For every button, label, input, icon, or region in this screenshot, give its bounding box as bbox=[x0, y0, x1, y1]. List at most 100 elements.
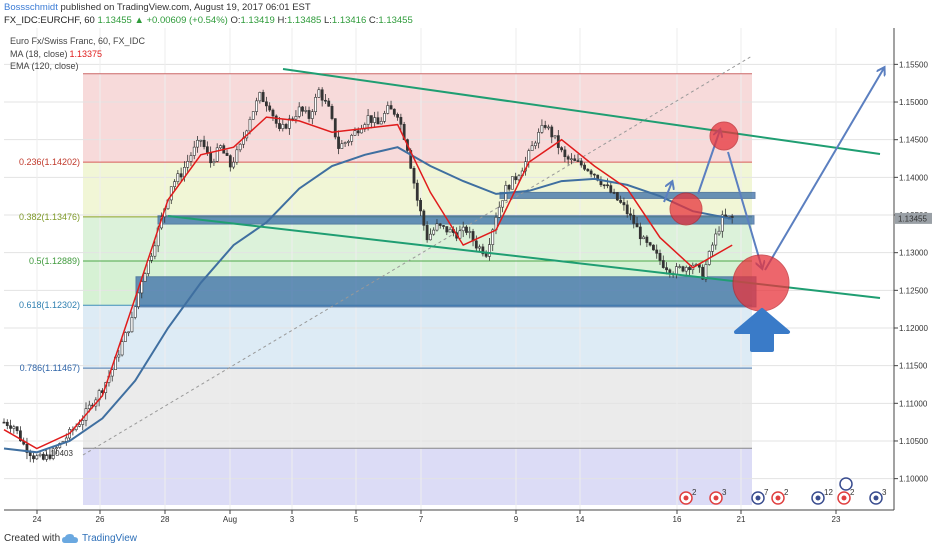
candle-body bbox=[629, 213, 632, 216]
event-badge[interactable]: 12 bbox=[811, 488, 833, 505]
target-circle-2 bbox=[709, 121, 739, 151]
candle-body bbox=[179, 173, 183, 178]
candle-body bbox=[35, 455, 39, 460]
forecast-drawings bbox=[663, 68, 884, 352]
high-label: H: bbox=[277, 15, 287, 26]
candle-body bbox=[15, 426, 19, 432]
x-tick-label: 28 bbox=[161, 515, 170, 524]
candle-body bbox=[612, 192, 616, 194]
candle-body bbox=[274, 115, 278, 124]
x-axis: 24 26 28 Aug 3 5 7 9 14 16 21 23 bbox=[33, 510, 841, 524]
publish-line: Bossschmidt published on TradingView.com… bbox=[4, 1, 311, 14]
candle-body bbox=[540, 125, 544, 133]
candle-body bbox=[48, 454, 52, 459]
candle-body bbox=[720, 214, 724, 232]
x-tick-label: 16 bbox=[673, 515, 682, 524]
target-circle-3 bbox=[732, 254, 790, 312]
candle-body bbox=[369, 115, 373, 123]
event-badges[interactable]: 2 3 7 2 12 2 3 bbox=[679, 477, 887, 505]
candle-body bbox=[619, 199, 623, 203]
event-badge-count: 3 bbox=[722, 488, 727, 497]
event-badge-icon bbox=[839, 477, 853, 491]
candle-body bbox=[615, 192, 619, 201]
candle-body bbox=[212, 161, 216, 164]
candle-body bbox=[468, 231, 472, 233]
fib-level-label: 0.786(1.11467) bbox=[20, 363, 80, 373]
candle-body bbox=[704, 264, 708, 280]
candle-body bbox=[317, 89, 321, 98]
candle-body bbox=[340, 143, 344, 149]
candle-body bbox=[176, 173, 180, 182]
y-tick-label: 1.14500 bbox=[899, 136, 928, 145]
event-badge[interactable]: 3 bbox=[869, 488, 887, 505]
fib-level-label: 0.5(1.12889) bbox=[29, 256, 80, 266]
candle-body bbox=[652, 244, 655, 251]
candle-body bbox=[491, 229, 495, 245]
y-tick-label: 1.15000 bbox=[899, 98, 928, 107]
y-tick-label: 1.14000 bbox=[899, 173, 928, 182]
event-badge[interactable]: 3 bbox=[709, 488, 727, 505]
tradingview-brand[interactable]: TradingView bbox=[62, 528, 137, 550]
candle-body bbox=[507, 185, 511, 190]
candle-body bbox=[645, 236, 649, 243]
event-badge-count: 2 bbox=[784, 488, 789, 497]
candle-body bbox=[137, 292, 140, 308]
candle-body bbox=[458, 230, 462, 239]
price-chart[interactable]: 0.236(1.14202) 0.382(1.13476) 0.5(1.12889)… bbox=[0, 28, 932, 528]
candle-body bbox=[478, 246, 482, 249]
candle-body bbox=[681, 266, 685, 272]
event-badge[interactable]: 2 bbox=[837, 488, 855, 505]
x-tick-label: 26 bbox=[96, 515, 105, 524]
candle-body bbox=[5, 421, 9, 427]
candle-body bbox=[143, 273, 147, 282]
candle-body bbox=[153, 245, 157, 257]
channel-upper-line bbox=[282, 68, 881, 155]
event-badge-dot bbox=[775, 495, 781, 501]
candle-body bbox=[592, 173, 596, 176]
y-tick-label: 1.15500 bbox=[899, 60, 928, 69]
high-value: 1.13485 bbox=[286, 15, 322, 26]
candle-body bbox=[415, 182, 419, 201]
candle-body bbox=[186, 161, 190, 168]
candle-body bbox=[327, 100, 331, 107]
candle-body bbox=[192, 146, 196, 156]
candle-body bbox=[189, 155, 193, 162]
candle-body bbox=[215, 147, 219, 162]
candle-body bbox=[356, 130, 360, 134]
legend-instrument: Euro Fx/Swiss Franc, 60, FX_IDC bbox=[10, 36, 146, 46]
event-badge[interactable]: 7 bbox=[751, 488, 769, 505]
event-badge-count: 7 bbox=[764, 488, 769, 497]
candle-body bbox=[684, 267, 688, 272]
low-value: 1.13416 bbox=[331, 15, 367, 26]
candle-body bbox=[497, 206, 501, 218]
candle-body bbox=[130, 317, 134, 333]
candle-body bbox=[264, 101, 268, 107]
candle-body bbox=[711, 244, 714, 252]
published-text: published on TradingView.com, August 19,… bbox=[60, 2, 311, 13]
author-link[interactable]: Bossschmidt bbox=[4, 2, 58, 13]
x-tick-label: 14 bbox=[576, 515, 585, 524]
candle-body bbox=[383, 113, 386, 122]
candle-body bbox=[717, 230, 721, 235]
candle-body bbox=[419, 200, 422, 212]
candle-body bbox=[550, 126, 554, 138]
candle-body bbox=[517, 175, 521, 181]
event-badge[interactable]: 2 bbox=[771, 488, 789, 505]
candle-body bbox=[642, 236, 646, 240]
candle-body bbox=[510, 176, 514, 190]
candle-body bbox=[314, 97, 318, 113]
event-badge[interactable]: 2 bbox=[679, 488, 697, 505]
chart-legend: Euro Fx/Swiss Franc, 60, FX_IDC MA (18, … bbox=[10, 36, 146, 71]
legend-ma-value: 1.13375 bbox=[70, 49, 103, 59]
arrow-up-1 bbox=[663, 182, 672, 203]
tradingview-cloud-icon bbox=[62, 534, 78, 543]
candle-body bbox=[28, 452, 32, 457]
candle-body bbox=[432, 229, 436, 235]
last-price: 1.13455 bbox=[97, 15, 132, 26]
fib-band bbox=[83, 368, 752, 449]
candle-body bbox=[278, 123, 281, 129]
candle-body bbox=[606, 184, 609, 187]
candle-body bbox=[232, 161, 236, 168]
candle-body bbox=[399, 117, 403, 125]
candle-body bbox=[379, 121, 383, 125]
